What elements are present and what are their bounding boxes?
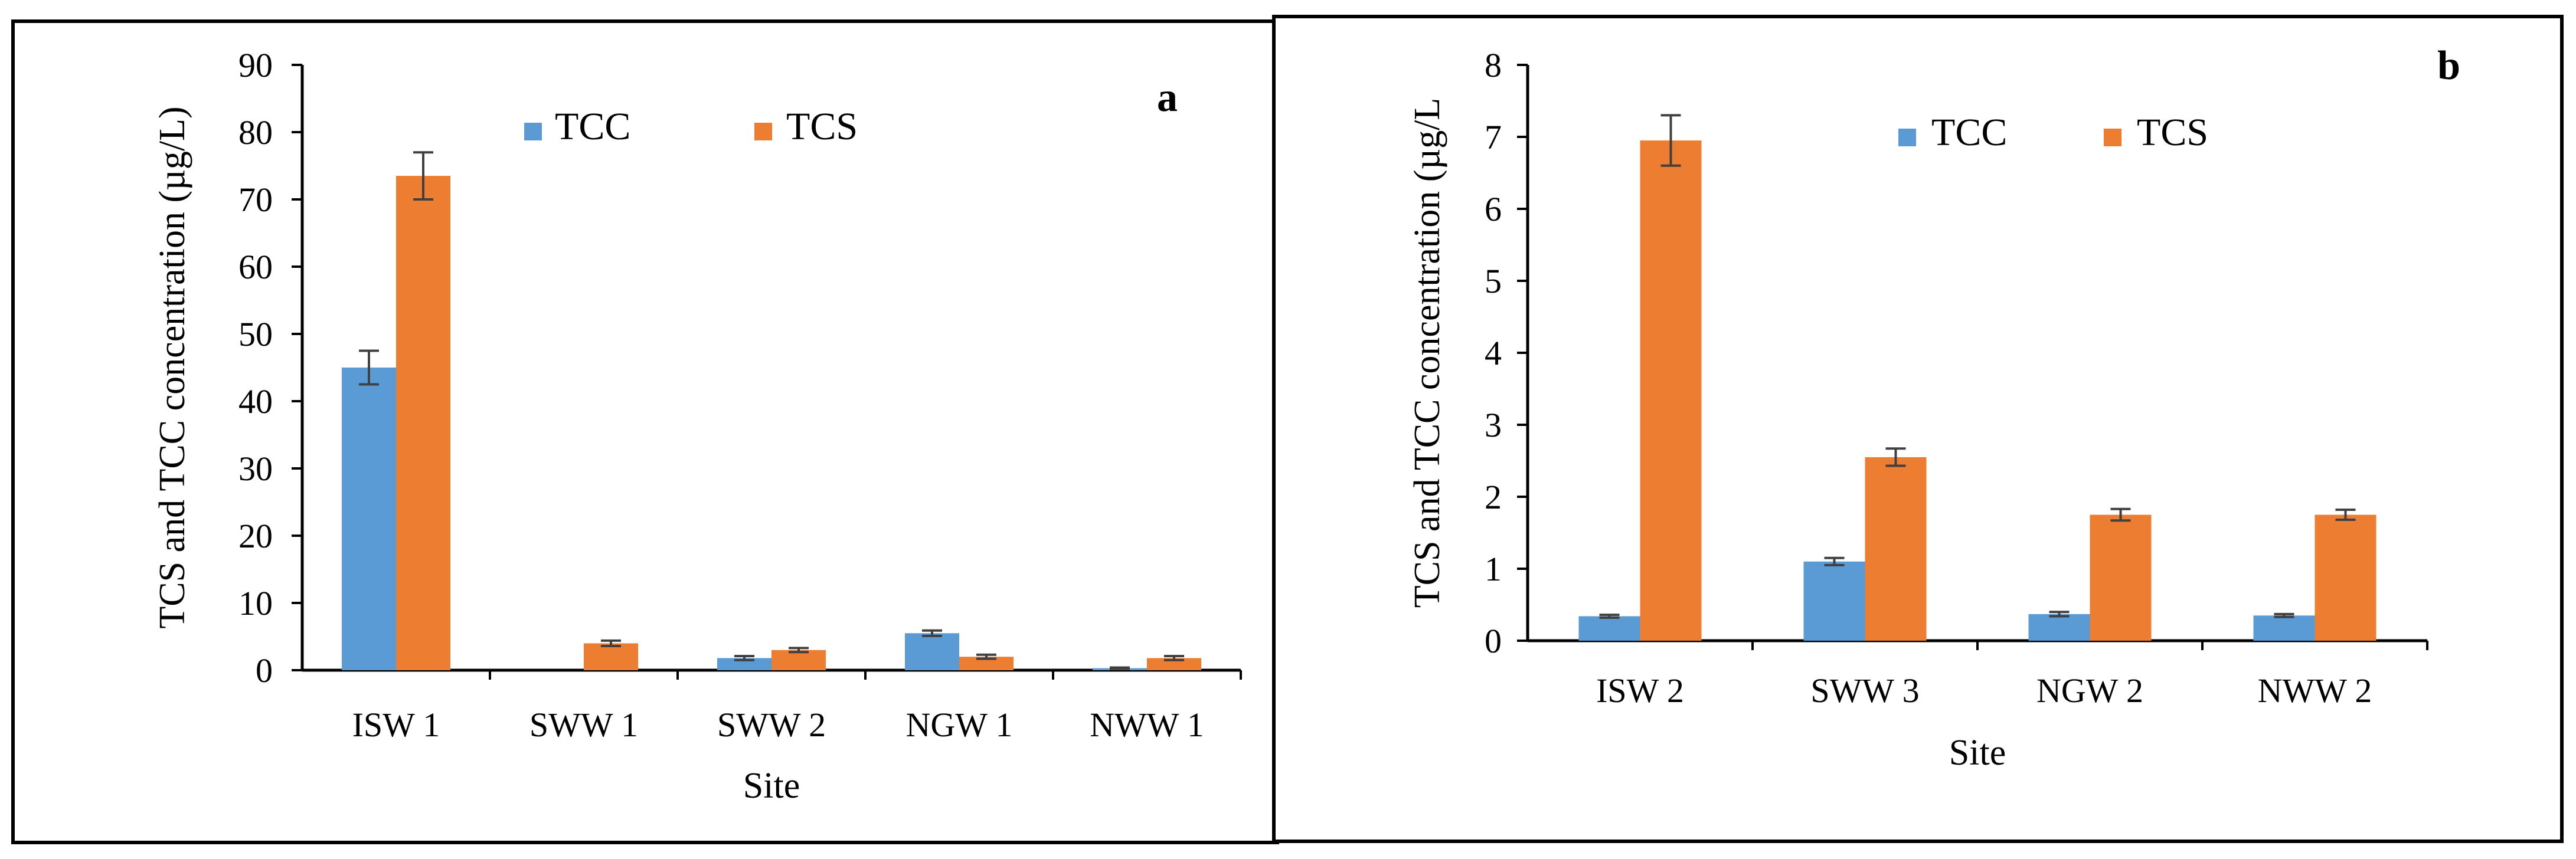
- panel-a-frame: [11, 19, 1279, 844]
- y-tick-label: 90: [238, 46, 273, 84]
- bar-tcs: [2315, 514, 2376, 641]
- x-tick-label: ISW 2: [1596, 671, 1684, 710]
- y-tick-label: 0: [1485, 622, 1502, 660]
- y-tick-label: 10: [238, 584, 273, 622]
- y-tick-label: 4: [1485, 334, 1502, 372]
- legend-label-tcs: TCS: [2137, 111, 2208, 154]
- bar-tcs: [1640, 140, 1702, 641]
- panel-a-chart: 0 10 20 30 40 50 60 70 80 90 ISW 1 SWW 1 SWW 2 NGW 1 N…: [152, 46, 1242, 806]
- legend-swatch-tcc: [524, 123, 542, 140]
- y-axis-title: TCS and TCC concentration (µg/L: [1407, 98, 1447, 608]
- legend-label-tcc: TCC: [1931, 111, 2007, 154]
- legend-swatch-tcc: [1898, 129, 1916, 146]
- bar-tcc: [717, 658, 772, 670]
- y-tick-label: 20: [238, 517, 273, 555]
- bar-tcc: [342, 368, 396, 670]
- bar-tcs: [2090, 514, 2152, 641]
- x-tick-label: NWW 2: [2258, 671, 2372, 710]
- y-tick-label: 80: [238, 113, 273, 152]
- panel-label: b: [2437, 43, 2460, 88]
- y-tick-label: 30: [238, 450, 273, 488]
- panel-b-frame: [1272, 15, 2564, 843]
- y-tick-label: 2: [1485, 478, 1502, 516]
- bar-tcs: [1147, 658, 1201, 670]
- y-tick-label: 50: [238, 315, 273, 353]
- x-tick-label: ISW 1: [352, 706, 440, 744]
- panel-b-chart: 0 1 2 3 4 5 6 7 8 ISW 2 SWW 3 NGW 2 NWW 2 Site TCS and…: [1407, 43, 2460, 773]
- legend-label-tcc: TCC: [555, 105, 630, 148]
- legend-label-tcs: TCS: [786, 105, 858, 148]
- bar-tcc: [905, 633, 959, 670]
- x-tick-label: NGW 2: [2036, 671, 2143, 710]
- panel-label: a: [1157, 75, 1178, 120]
- bar-tcc: [1803, 561, 1865, 641]
- x-tick-label: SWW 1: [529, 706, 638, 744]
- x-tick-label: NGW 1: [906, 706, 1013, 744]
- y-tick-label: 8: [1485, 46, 1502, 84]
- y-tick-label: 60: [238, 248, 273, 286]
- x-axis-title: Site: [1949, 733, 2006, 773]
- bar-tcs: [959, 657, 1014, 670]
- bar-tcs: [772, 650, 826, 670]
- y-tick-label: 40: [238, 382, 273, 421]
- y-tick-label: 70: [238, 181, 273, 219]
- legend-swatch-tcs: [754, 123, 772, 140]
- y-tick-label: 0: [256, 651, 273, 690]
- x-tick-label: SWW 3: [1810, 671, 1919, 710]
- legend-swatch-tcs: [2104, 129, 2121, 146]
- bar-tcc: [2253, 615, 2315, 641]
- y-tick-label: 5: [1485, 262, 1502, 300]
- y-tick-label: 3: [1485, 406, 1502, 444]
- bar-tcc: [1578, 616, 1640, 641]
- bar-tcs: [584, 643, 638, 670]
- y-tick-label: 7: [1485, 118, 1502, 156]
- x-tick-label: NWW 1: [1090, 706, 1204, 744]
- y-tick-label: 1: [1485, 550, 1502, 588]
- bar-tcc: [2028, 614, 2090, 641]
- y-axis-title: TCS and TCC concentration (µg/L): [152, 106, 192, 628]
- y-tick-label: 6: [1485, 190, 1502, 228]
- x-axis-title: Site: [743, 766, 800, 806]
- bar-tcs: [1865, 457, 1927, 641]
- bar-tcs: [396, 176, 450, 671]
- x-tick-label: SWW 2: [717, 706, 826, 744]
